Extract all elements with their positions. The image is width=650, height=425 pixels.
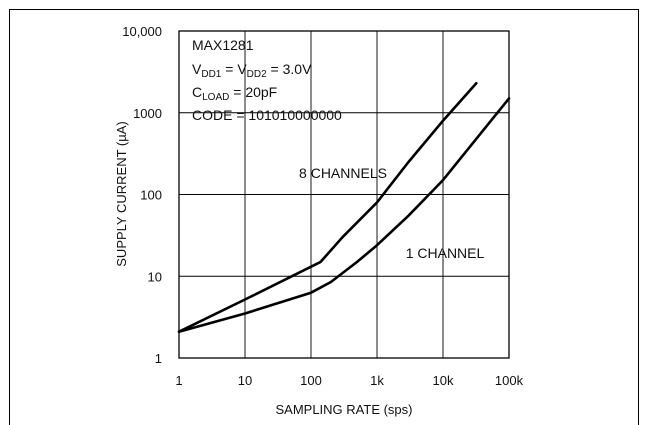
series-layer [177,81,511,333]
x-tick-labels: 1 10 100 1k 10k 100k [175,373,523,388]
y-tick-labels: 1 10 100 1000 10,000 [122,24,162,366]
x-tick-label: 100k [495,373,524,388]
series-label-8-channels: 8 CHANNELS [299,165,387,181]
cload-label: CLOAD = 20pF [192,84,277,103]
y-tick-label: 100 [140,188,162,203]
device-label: MAX1281 [192,37,254,53]
y-tick-label: 10,000 [122,24,162,39]
x-tick-label: 1k [370,373,384,388]
vdd-label: VDD1 = VDD2 = 3.0V [192,61,312,80]
grid [179,31,509,358]
outer-frame [9,9,639,425]
x-tick-label: 10 [238,373,252,388]
y-tick-label: 1 [155,351,162,366]
plot-border [178,30,510,359]
y-tick-label: 10 [148,269,162,284]
plot-area [177,30,511,359]
series-label-1-channel: 1 CHANNEL [406,245,485,261]
annotation-block: MAX1281 VDD1 = VDD2 = 3.0V CLOAD = 20pF … [192,37,342,123]
x-tick-label: 10k [433,373,454,388]
x-tick-label: 100 [300,373,322,388]
y-tick-label: 1000 [133,106,162,121]
x-tick-label: 1 [175,373,182,388]
x-axis-title: SAMPLING RATE (sps) [275,402,412,417]
code-label: CODE = 101010000000 [192,107,342,123]
series-line-1-channel [177,97,511,333]
y-axis-title: SUPPLY CURRENT (µA) [114,121,129,266]
series-line-8-channels [177,81,478,333]
